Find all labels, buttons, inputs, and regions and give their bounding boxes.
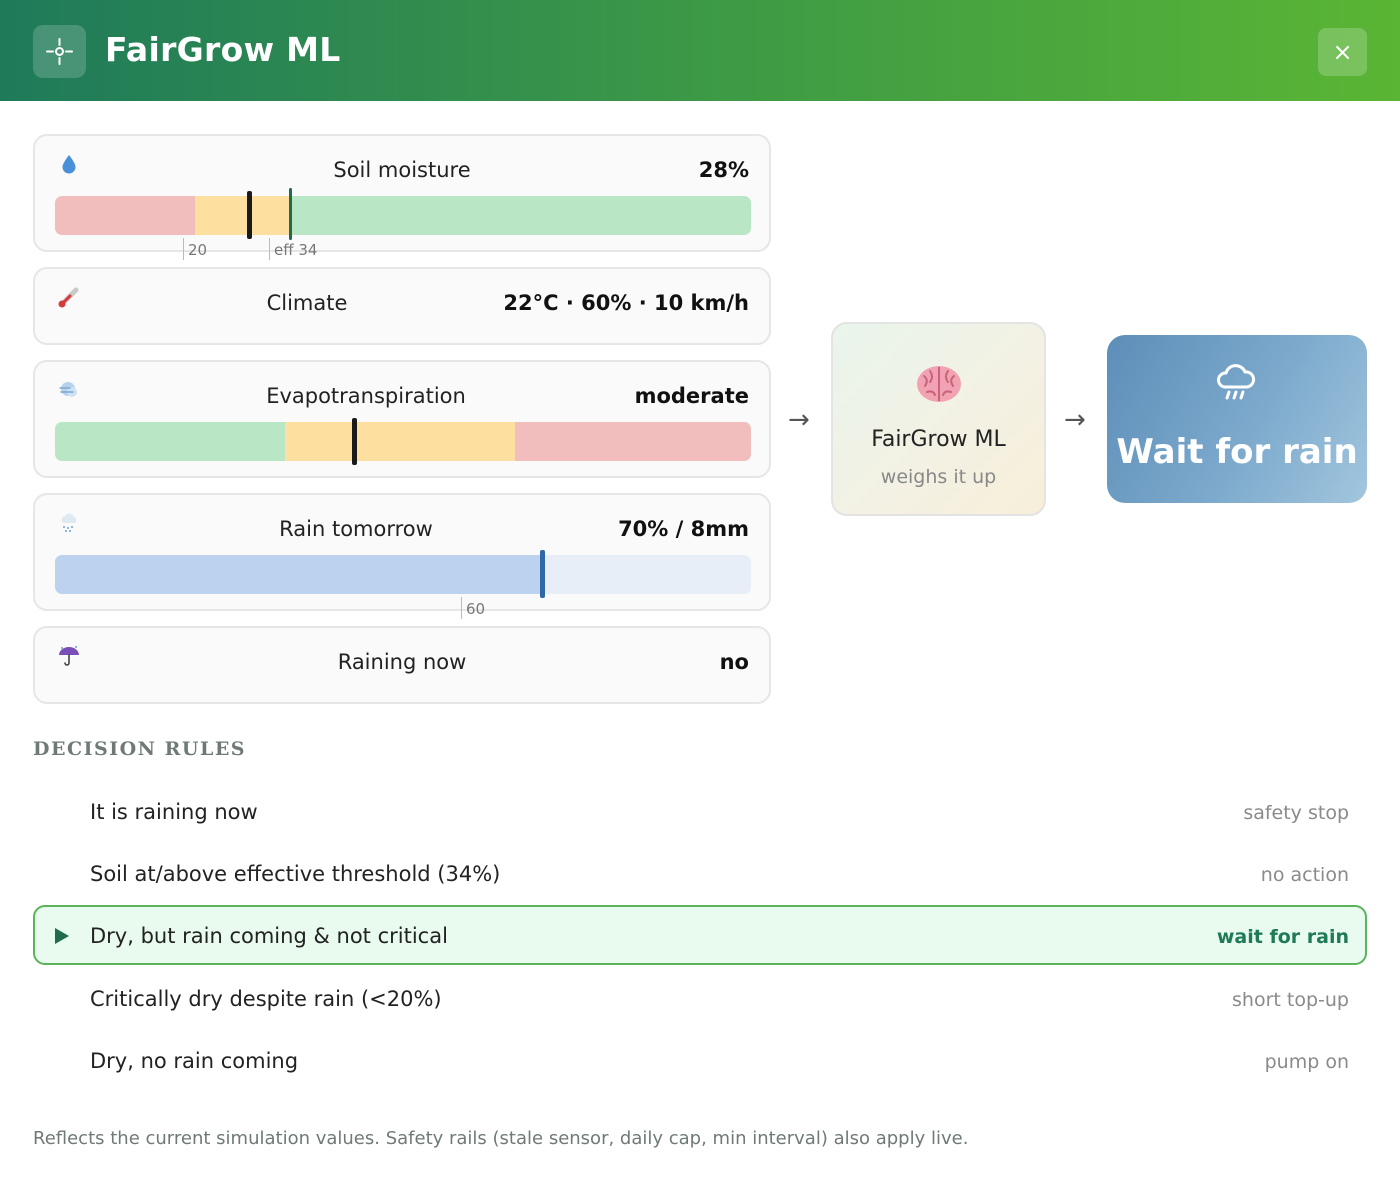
rule-row: Soil at/above effective threshold (34%) … xyxy=(33,843,1367,903)
thermometer-icon xyxy=(57,285,81,309)
model-subtitle: weighs it up xyxy=(880,466,997,488)
model-box: FairGrow ML weighs it up xyxy=(831,322,1046,516)
soil-moisture-marker xyxy=(247,191,252,239)
rule-text: Dry, no rain coming xyxy=(90,1049,299,1073)
rule-row: Critically dry despite rain (<20%) short… xyxy=(33,968,1367,1028)
wind-icon xyxy=(57,378,81,402)
climate-label: Climate xyxy=(266,291,348,315)
close-button[interactable]: × xyxy=(1318,28,1367,76)
soil-moisture-card: Soil moisture 28% 20 eff 34 xyxy=(33,134,771,260)
climate-value: 22°C · 60% · 10 km/h xyxy=(503,291,749,315)
flow-arrow-to-model: → xyxy=(788,405,810,435)
brain-icon xyxy=(915,362,963,410)
low-zone xyxy=(195,196,292,235)
rain-threshold-tick: 60 xyxy=(461,597,485,619)
moderate-et-zone xyxy=(285,422,515,461)
high-et-zone xyxy=(515,422,751,461)
dialog-title: FairGrow ML xyxy=(105,30,341,69)
raining-now-label: Raining now xyxy=(337,650,467,674)
rule-outcome: no action xyxy=(1260,864,1349,886)
dialog-header: FairGrow ML × xyxy=(0,0,1400,101)
critical-zone xyxy=(55,196,195,235)
evapotranspiration-value: moderate xyxy=(634,384,749,408)
rule-text: Dry, but rain coming & not critical xyxy=(90,924,448,948)
climate-card: Climate 22°C · 60% · 10 km/h xyxy=(33,267,771,345)
crosshair-icon xyxy=(33,25,86,78)
effective-threshold-tick: eff 34 xyxy=(269,238,317,260)
rule-text: Critically dry despite rain (<20%) xyxy=(90,987,442,1011)
rain-probability-fill xyxy=(55,555,542,594)
decision-rules-title: DECISION RULES xyxy=(33,738,247,760)
rule-row: Dry, no rain coming pump on xyxy=(33,1030,1367,1090)
rain-tomorrow-value: 70% / 8mm xyxy=(618,517,749,541)
rule-outcome: short top-up xyxy=(1232,989,1349,1011)
rule-text: It is raining now xyxy=(90,800,258,824)
rule-row: It is raining now safety stop xyxy=(33,781,1367,841)
decision-label: Wait for rain xyxy=(1116,432,1358,472)
raining-now-value: no xyxy=(719,650,749,674)
water-drop-icon xyxy=(57,152,81,176)
evapotranspiration-marker xyxy=(352,418,357,465)
soil-moisture-label: Soil moisture xyxy=(333,158,471,182)
evapotranspiration-label: Evapotranspiration xyxy=(266,384,466,408)
soil-moisture-bar xyxy=(55,196,751,235)
rule-text: Soil at/above effective threshold (34%) xyxy=(90,862,501,886)
rain-cloud-icon xyxy=(57,511,81,535)
rain-tomorrow-card: Rain tomorrow 70% / 8mm 60 xyxy=(33,493,771,619)
evapotranspiration-card: Evapotranspiration moderate xyxy=(33,360,771,478)
critical-threshold-tick: 20 xyxy=(183,238,207,260)
ok-zone xyxy=(292,196,751,235)
evapotranspiration-bar xyxy=(55,422,751,461)
rain-cloud-icon xyxy=(1214,361,1258,409)
rule-outcome: pump on xyxy=(1264,1051,1349,1073)
flow-arrow-to-decision: → xyxy=(1064,405,1086,435)
soil-moisture-value: 28% xyxy=(698,158,749,182)
rain-tomorrow-label: Rain tomorrow xyxy=(279,517,433,541)
play-icon xyxy=(53,927,71,949)
raining-now-card: Raining now no xyxy=(33,626,771,704)
rule-outcome: safety stop xyxy=(1243,802,1349,824)
rain-probability-marker xyxy=(540,550,545,598)
model-title: FairGrow ML xyxy=(871,427,1006,452)
rain-probability-bar xyxy=(55,555,751,594)
effective-threshold-marker xyxy=(289,188,292,240)
decision-box: Wait for rain xyxy=(1107,335,1367,503)
rule-outcome: wait for rain xyxy=(1216,926,1349,948)
umbrella-icon xyxy=(57,644,81,668)
low-et-zone xyxy=(55,422,285,461)
footer-note: Reflects the current simulation values. … xyxy=(33,1128,969,1149)
rule-row-active: Dry, but rain coming & not critical wait… xyxy=(33,905,1367,965)
